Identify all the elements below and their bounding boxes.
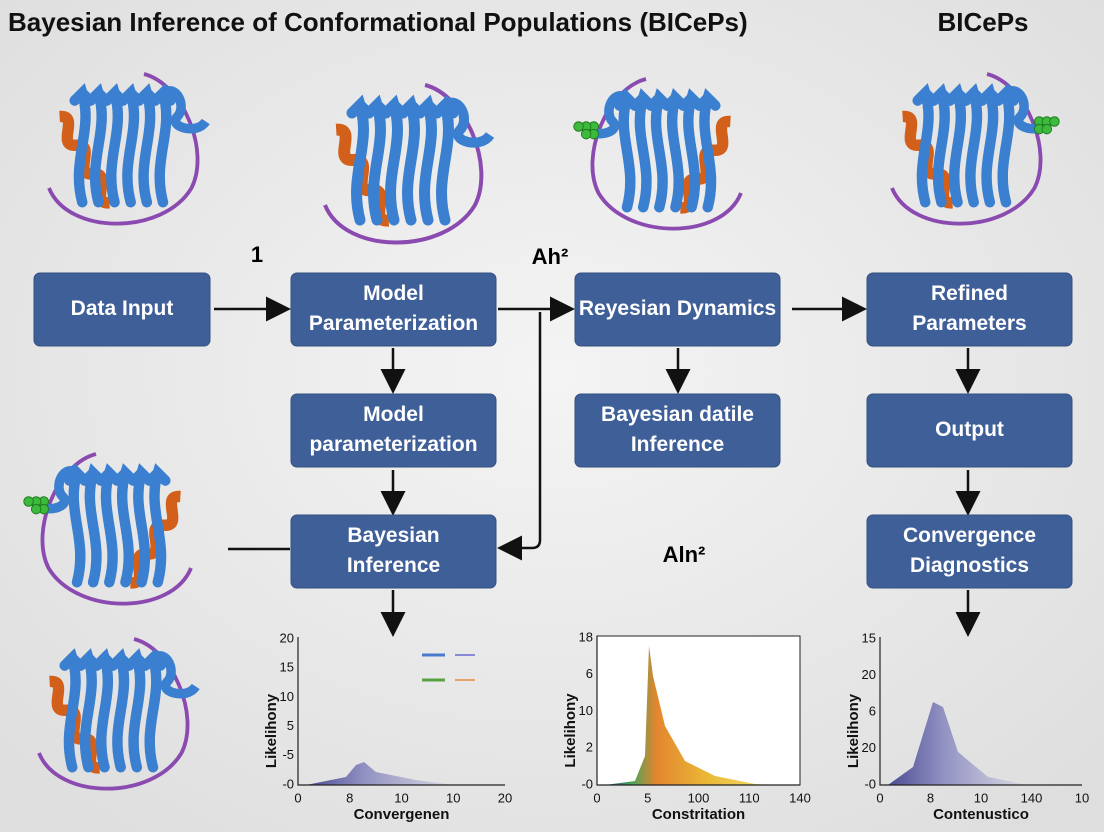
histogram [306,762,456,785]
x-axis-label: Constritation [652,806,745,823]
protein [37,637,200,791]
process-box [290,514,497,589]
proteins [23,72,1060,791]
y-tick-label: 20 [280,630,294,645]
x-tick-label: 10 [974,790,988,805]
y-axis-label: Likelihony [562,693,579,768]
y-tick-label: 6 [869,703,876,718]
label: 1 [251,242,263,267]
box-text: Data Input [71,297,174,320]
ligand [580,128,592,140]
x-tick-label: 5 [644,790,651,805]
protein [890,72,1060,226]
y-tick-label: -5 [282,747,294,762]
arrows [214,296,981,637]
x-tick-label: 0 [876,790,883,805]
axes [879,637,1082,786]
protein [323,83,495,245]
x-tick-label: 100 [688,790,710,805]
boxes: Data Input Model Parameterization Reyesian … [33,272,1073,589]
label: Aln² [663,542,706,567]
x-tick-label: 110 [739,790,760,805]
x-tick-label: 8 [346,790,353,805]
box-text: Model [363,403,424,426]
label: Ah² [532,244,569,269]
box-text: Diagnostics [910,554,1029,577]
y-tick-label: 15 [862,630,876,645]
plot-area [596,635,801,786]
ligand [23,496,34,507]
histogram [888,702,1028,785]
process-box [866,272,1073,347]
ligand [30,503,42,515]
protein [23,452,193,606]
y-tick-label: -0 [581,776,593,791]
y-axis-label: Likelihony [263,693,280,768]
box-text: parameterization [309,433,477,456]
x-tick-label: 140 [789,790,811,805]
box-text: Output [935,418,1004,441]
process-box [290,393,497,468]
y-tick-label: 10 [579,703,593,718]
process-box [574,272,781,347]
x-tick-label: 8 [927,790,934,805]
x-tick-label: 0 [593,790,600,805]
title: Bayesian Inference of Conformational Pop… [8,7,748,37]
y-tick-label: 2 [586,740,593,755]
process-box [574,393,781,468]
box-text: Parameterization [309,312,478,335]
x-tick-label: 10 [446,790,460,805]
y-tick-label: 6 [586,666,593,681]
process-box [290,272,497,347]
x-axis-label: Convergenen [354,806,450,823]
box-text: Refined [931,282,1008,305]
process-box [866,393,1073,468]
x-tick-label: 10 [394,790,408,805]
helix [160,86,210,134]
y-tick-label: 20 [862,740,876,755]
process-box [866,514,1073,589]
box-text: Parameters [912,312,1026,335]
ligand [573,121,584,132]
axes [297,637,505,786]
x-tick-label: 0 [294,790,301,805]
process-box [33,272,211,347]
y-tick-label: 18 [579,629,593,644]
axes [596,636,800,786]
ligand [1049,116,1060,127]
x-tick-label: 20 [498,790,512,805]
box-text: Convergence [903,524,1036,547]
box-text: Model [363,282,424,305]
y-tick-label: 5 [287,718,294,733]
x-tick-label: 140 [1021,790,1043,805]
header-right: BICePs [937,7,1028,37]
protein [573,77,743,231]
y-tick-label: 20 [862,667,876,682]
helix [150,651,200,699]
ligand [1041,123,1053,135]
histogram [605,646,775,785]
box-text: Reyesian Dynamics [579,297,776,320]
box-text: Inference [631,433,724,456]
box-text: Inference [347,554,440,577]
y-tick-label: 15 [280,660,294,675]
box-text: Bayesian datile [601,403,754,426]
x-tick-label: 10 [1075,790,1089,805]
helix [442,97,495,148]
x-axis-label: Contenustico [933,806,1029,823]
y-tick-label: -0 [864,776,876,791]
y-axis-label: Likelihony [845,693,862,768]
box-text: Bayesian [347,524,439,547]
y-tick-label: 10 [280,689,294,704]
protein [47,72,210,226]
y-tick-label: -0 [282,776,294,791]
